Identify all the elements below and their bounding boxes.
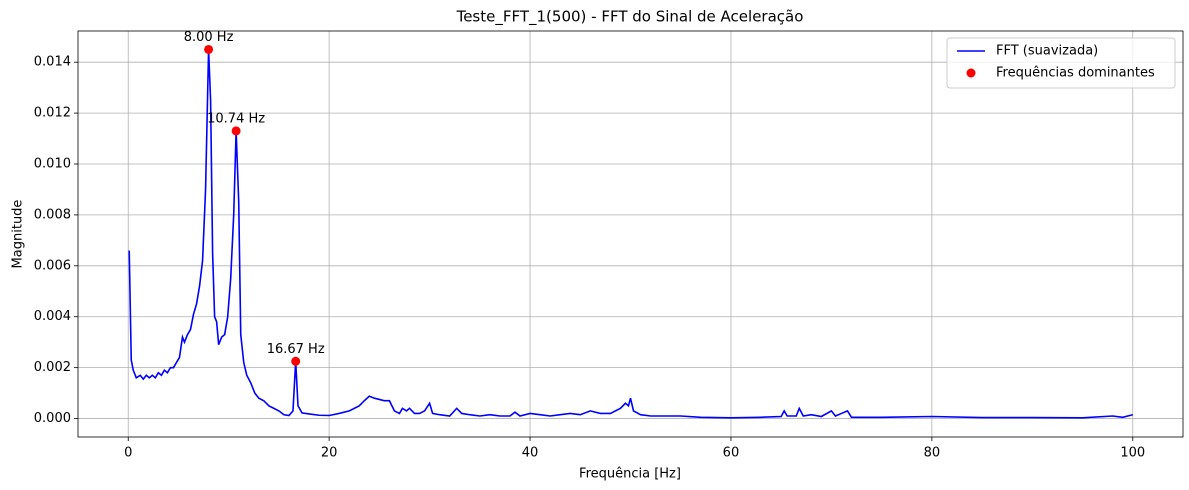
y-tick-label: 0.008 [34, 207, 71, 222]
y-tick-label: 0.012 [34, 106, 71, 121]
y-tick-label: 0.006 [34, 258, 71, 273]
peak-label: 16.67 Hz [267, 342, 325, 357]
legend-box [946, 37, 1176, 89]
legend-marker [966, 68, 976, 78]
peak-label: 10.74 Hz [207, 111, 265, 126]
fft-line [128, 49, 1133, 419]
peak-label: 8.00 Hz [184, 30, 234, 45]
axes-frame [77, 30, 1184, 438]
y-axis-label: Magnitude [11, 200, 26, 269]
y-tick-label: 0.010 [34, 157, 71, 172]
y-tick-label: 0.002 [34, 360, 71, 375]
legend-label: Frequências dominantes [996, 66, 1155, 81]
peak-point [231, 126, 241, 136]
y-tick-label: 0.000 [34, 411, 71, 426]
legend-label: FFT (suavizada) [996, 44, 1098, 59]
y-tick-label: 0.014 [34, 55, 71, 70]
x-tick-label: 60 [723, 446, 740, 461]
y-tick-label: 0.004 [34, 309, 71, 324]
chart-title: Teste_FFT_1(500) - FFT do Sinal de Acele… [456, 8, 804, 27]
x-tick-label: 20 [321, 446, 338, 461]
x-tick-label: 40 [522, 446, 539, 461]
x-tick-label: 0 [124, 446, 132, 461]
peak-point [204, 44, 214, 54]
x-axis-label: Frequência [Hz] [579, 467, 681, 482]
x-tick-label: 100 [1120, 446, 1145, 461]
peak-point [291, 356, 301, 366]
x-tick-label: 80 [924, 446, 941, 461]
